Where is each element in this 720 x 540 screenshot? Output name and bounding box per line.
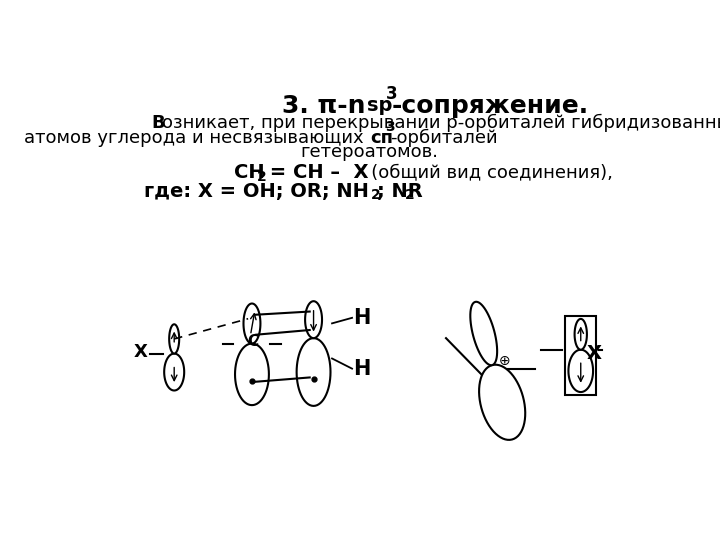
Polygon shape [164, 354, 184, 390]
Polygon shape [297, 338, 330, 406]
Polygon shape [305, 301, 322, 338]
Text: CH: CH [234, 164, 265, 183]
Text: 2: 2 [371, 188, 380, 202]
Text: 2: 2 [256, 170, 266, 184]
Text: 3: 3 [386, 85, 397, 103]
Text: ; NR: ; NR [377, 182, 423, 201]
Text: X: X [587, 344, 602, 363]
Text: C: C [247, 334, 258, 349]
Text: -сопряжение.: -сопряжение. [392, 94, 589, 118]
Polygon shape [568, 350, 593, 392]
Text: гетероатомов.: гетероатомов. [300, 143, 438, 160]
Text: = CH –  X: = CH – X [263, 164, 368, 183]
Text: 3: 3 [385, 120, 395, 134]
Polygon shape [479, 364, 526, 440]
Text: (общий вид соединения),: (общий вид соединения), [354, 164, 613, 181]
Text: 2: 2 [405, 188, 415, 202]
Text: H: H [354, 359, 371, 379]
Polygon shape [243, 303, 261, 343]
Polygon shape [470, 302, 497, 365]
Text: озникает, при перекрывании р-орбиталей гибридизованных: озникает, при перекрывании р-орбиталей г… [162, 114, 720, 132]
Text: ⊕: ⊕ [499, 354, 510, 368]
Text: sp: sp [366, 96, 392, 114]
Polygon shape [235, 343, 269, 405]
Polygon shape [169, 325, 179, 354]
Text: где: X = OH; OR; NH: где: X = OH; OR; NH [144, 182, 369, 201]
Text: X: X [133, 343, 148, 361]
Bar [565, 316, 596, 395]
Text: сп: сп [371, 129, 394, 147]
Text: В: В [151, 114, 165, 132]
Text: H: H [354, 308, 371, 328]
Text: -орбиталей: -орбиталей [390, 129, 498, 147]
Text: атомов углерода и несвязывающих: атомов углерода и несвязывающих [24, 129, 369, 147]
Text: 3. π-n: 3. π-n [282, 94, 365, 118]
Polygon shape [575, 319, 587, 350]
